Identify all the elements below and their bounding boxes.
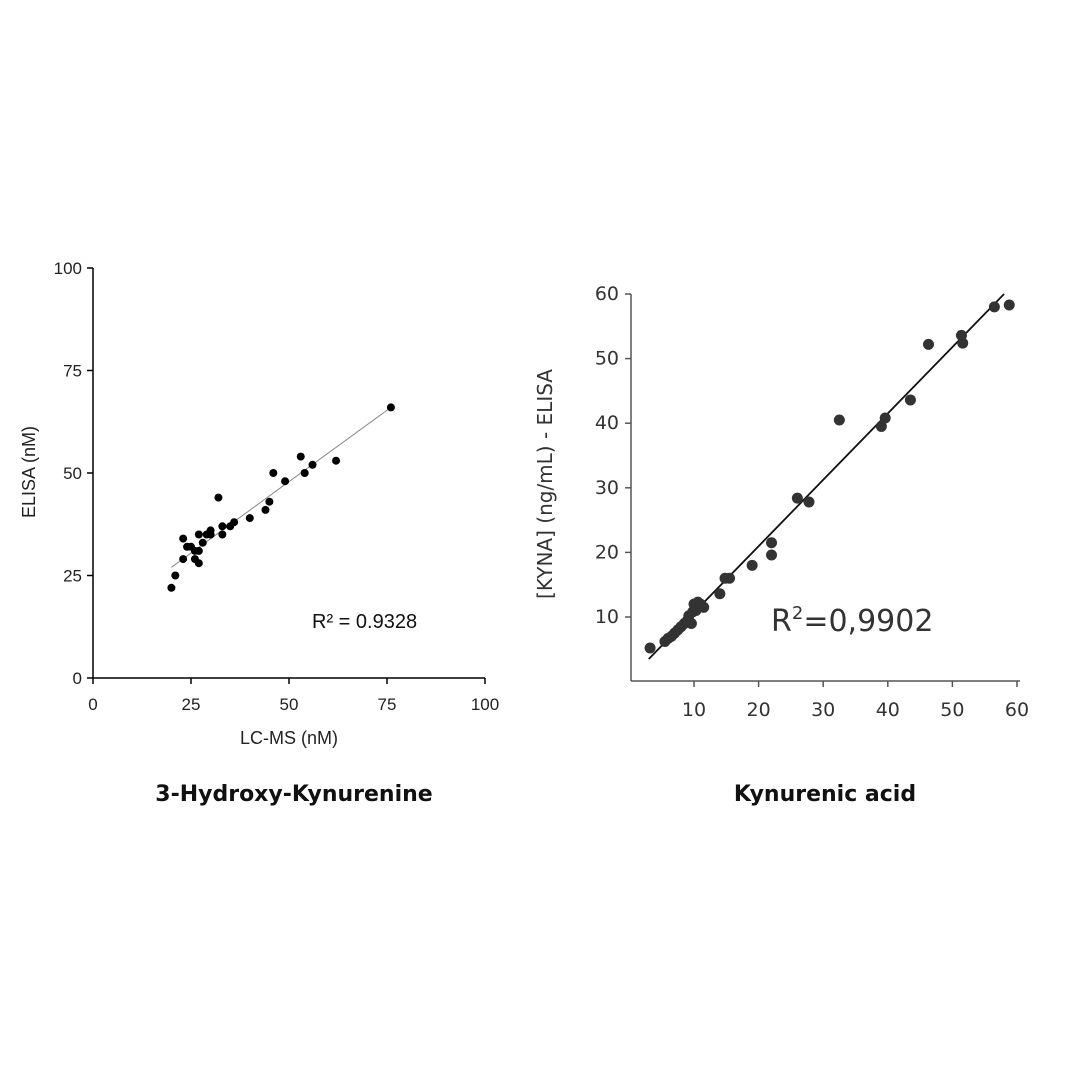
data-point [218, 522, 227, 531]
data-point [644, 642, 656, 654]
x-tick-label: 30 [811, 699, 835, 721]
data-point [230, 518, 239, 527]
data-point [179, 534, 188, 543]
x-tick-label: 20 [747, 699, 771, 721]
data-point [875, 420, 887, 432]
y-tick-label: 10 [595, 606, 619, 628]
data-point [724, 572, 736, 584]
data-point [685, 617, 697, 629]
r-squared-annotation: R² = 0.9328 [312, 611, 417, 633]
y-tick-label: 60 [595, 283, 619, 305]
data-point [198, 538, 207, 547]
y-tick-label: 50 [595, 348, 619, 370]
r-squared-value: =0,9902 [803, 604, 933, 639]
x-tick-label: 50 [940, 699, 964, 721]
data-point [791, 492, 803, 504]
data-point [803, 496, 815, 508]
x-tick-label: 50 [280, 695, 299, 714]
chart-3-hydroxy-kynurenine: 0 25 50 75 100 0 25 50 75 100 R² = 0.9328 LC-MS … [19, 259, 499, 807]
y-axis-label: ELISA (nM) [19, 426, 39, 518]
x-ticks: 10 20 30 40 50 60 [682, 681, 1029, 721]
data-point [167, 583, 176, 592]
chart-kynurenic-acid: 10 20 30 40 50 60 10 20 30 40 50 60 R2=0,9902 [KYN… [533, 283, 1029, 807]
x-tick-label: 10 [682, 699, 706, 721]
y-ticks: 0 25 50 75 100 [54, 259, 93, 688]
data-point [922, 338, 934, 350]
x-tick-label: 0 [88, 695, 97, 714]
y-tick-label: 20 [595, 541, 619, 563]
data-point [1003, 299, 1015, 311]
data-point [261, 505, 270, 514]
data-point [281, 477, 290, 486]
r-squared-annotation: R2=0,9902 [771, 603, 933, 639]
data-point [714, 588, 726, 600]
y-tick-label: 40 [595, 412, 619, 434]
data-point [218, 530, 227, 539]
data-points [644, 299, 1015, 654]
x-tick-label: 75 [378, 695, 397, 714]
data-point [300, 469, 309, 477]
y-tick-label: 100 [54, 259, 82, 278]
data-point [265, 497, 274, 506]
data-point [766, 549, 778, 561]
data-point [194, 559, 203, 568]
data-point [194, 530, 203, 539]
data-point [332, 456, 341, 465]
data-point [386, 403, 395, 412]
data-points [167, 403, 395, 592]
y-tick-label: 50 [63, 464, 82, 483]
data-point [269, 469, 278, 477]
y-tick-label: 0 [73, 669, 82, 688]
x-axis-label: LC-MS (nM) [240, 728, 338, 748]
x-ticks: 0 25 50 75 100 [88, 678, 499, 714]
data-point [988, 301, 1000, 313]
data-point [245, 514, 254, 523]
r-squared-base: R [771, 604, 792, 639]
data-point [194, 546, 203, 555]
data-point [698, 601, 710, 613]
data-point [879, 412, 891, 424]
x-tick-label: 100 [471, 695, 499, 714]
data-point [957, 337, 969, 349]
x-tick-label: 40 [876, 699, 900, 721]
trendline [648, 293, 1005, 660]
data-point [206, 526, 215, 535]
trendline [171, 406, 392, 568]
chart-caption: Kynurenic acid [734, 782, 916, 807]
data-point [214, 493, 223, 502]
data-point [171, 571, 180, 580]
data-point [833, 414, 845, 426]
x-tick-label: 60 [1005, 699, 1029, 721]
data-point [766, 537, 778, 549]
x-tick-label: 25 [182, 695, 201, 714]
data-point [296, 452, 305, 461]
data-point [904, 394, 916, 406]
data-point [179, 555, 188, 564]
data-point [308, 460, 317, 469]
data-point [746, 559, 758, 571]
y-tick-label: 25 [63, 567, 82, 586]
chart-caption: 3-Hydroxy-Kynurenine [155, 782, 432, 807]
r-squared-superscript: 2 [792, 603, 803, 624]
y-tick-label: 30 [595, 477, 619, 499]
y-tick-label: 75 [63, 362, 82, 381]
y-axis-label: [KYNA] (ng/mL) - ELISA [533, 369, 557, 599]
y-ticks: 10 20 30 40 50 60 [595, 283, 631, 628]
